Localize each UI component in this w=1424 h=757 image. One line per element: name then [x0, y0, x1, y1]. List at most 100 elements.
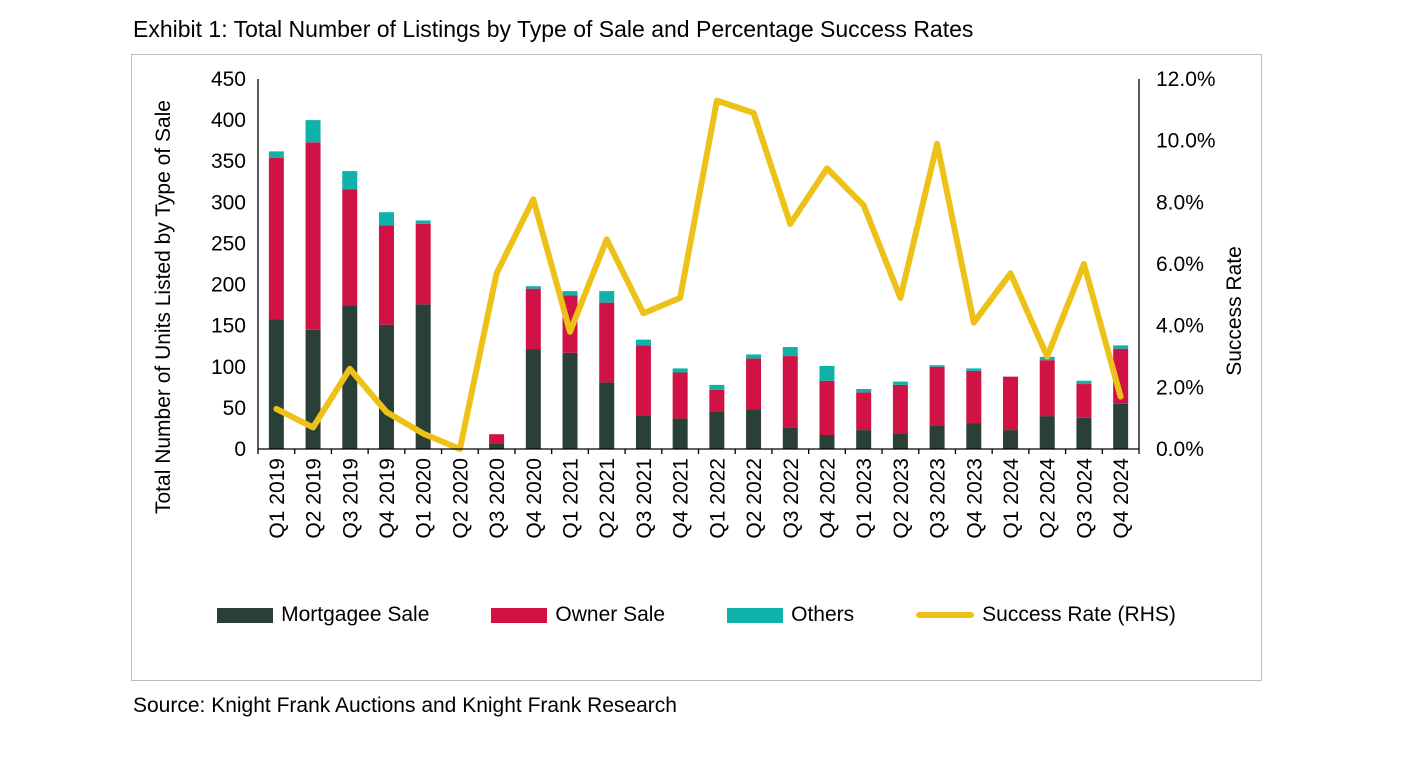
owner-sale-swatch: [491, 607, 548, 623]
bar-segment: [709, 384, 725, 390]
x-category-label: Q3 2022: [780, 458, 803, 539]
bar-segment: [378, 212, 394, 226]
source-note: Source: Knight Frank Auctions and Knight…: [133, 694, 677, 717]
bar-segment: [1113, 403, 1129, 449]
left-tick-label: 400: [211, 109, 246, 132]
bar-segment: [929, 425, 945, 449]
right-tick-label: 4.0%: [1156, 315, 1204, 338]
x-category-label: Q3 2020: [486, 458, 509, 539]
x-category-label: Q3 2024: [1073, 458, 1096, 539]
x-category-label: Q2 2022: [743, 458, 766, 539]
bar-segment: [1003, 376, 1019, 431]
x-category-label: Q2 2024: [1037, 458, 1060, 539]
bar-segment: [709, 411, 725, 449]
bar-segment: [892, 381, 908, 385]
x-category-label: Q1 2021: [560, 458, 583, 539]
bar-segment: [966, 370, 982, 424]
bar-segment: [489, 434, 505, 444]
legend-item-success-rate: Success Rate (RHS): [916, 603, 1176, 627]
bar-segment: [819, 365, 835, 381]
bar-segment: [782, 347, 798, 357]
bar-segment: [268, 151, 284, 158]
bar-segment: [1003, 430, 1019, 449]
bar-segment: [378, 225, 394, 325]
bar-segment: [746, 358, 762, 410]
bar-segment: [782, 427, 798, 449]
bar-segment: [268, 319, 284, 449]
left-tick-label: 0: [234, 438, 246, 461]
bar-segment: [966, 368, 982, 371]
bar-segment: [342, 189, 358, 306]
left-tick-label: 150: [211, 315, 246, 338]
x-category-label: Q4 2024: [1110, 458, 1133, 539]
chart-legend: Mortgagee Sale Owner Sale Others Success…: [132, 603, 1261, 627]
success-rate-line-swatch: [916, 612, 975, 618]
bar-segment: [305, 329, 321, 449]
x-category-label: Q2 2020: [449, 458, 472, 539]
bar-segment: [966, 423, 982, 449]
x-axis-labels: Q1 2019 Q2 2019 Q3 2019 Q4 2019 Q1 2020 Q2 20…: [266, 458, 1133, 539]
bar-segment: [599, 291, 615, 303]
right-tick-label: 6.0%: [1156, 253, 1204, 276]
left-axis-tick-labels: 0 50 100 150 200 250 300 350 400 450: [211, 68, 246, 461]
right-tick-label: 2.0%: [1156, 376, 1204, 399]
bar-segment: [525, 288, 541, 350]
bar-segment: [562, 291, 578, 296]
bar-segment: [268, 157, 284, 320]
bar-segment: [635, 345, 651, 416]
x-category-label: Q1 2022: [706, 458, 729, 539]
legend-label-owner-sale: Owner Sale: [555, 603, 666, 626]
left-tick-label: 350: [211, 150, 246, 173]
left-tick-label: 50: [223, 397, 246, 420]
x-category-label: Q2 2021: [596, 458, 619, 539]
bar-segment: [415, 220, 431, 224]
bar-segment: [672, 368, 688, 373]
x-category-label: Q2 2019: [303, 458, 326, 539]
right-axis-title: Success Rate: [1223, 246, 1246, 376]
x-category-label: Q3 2021: [633, 458, 656, 539]
bar-segment: [1076, 380, 1092, 385]
bar-segment: [635, 339, 651, 346]
x-category-label: Q1 2024: [1000, 458, 1023, 539]
bar-segment: [635, 415, 651, 449]
bar-segment: [746, 409, 762, 449]
bar-segment: [525, 286, 541, 289]
bar-segment: [856, 392, 872, 431]
left-tick-label: 450: [211, 68, 246, 91]
bar-segment: [305, 120, 321, 143]
left-tick-label: 300: [211, 191, 246, 214]
x-category-label: Q4 2023: [963, 458, 986, 539]
right-tick-label: 8.0%: [1156, 191, 1204, 214]
left-axis-title: Total Number of Units Listed by Type of …: [152, 100, 175, 514]
bar-segment: [1039, 416, 1055, 449]
bar-segment: [599, 382, 615, 449]
bar-segment: [599, 302, 615, 383]
bar-segment: [929, 366, 945, 426]
x-category-label: Q4 2021: [670, 458, 693, 539]
bar-segment: [1039, 360, 1055, 417]
right-axis-tick-labels: 0.0% 2.0% 4.0% 6.0% 8.0% 10.0% 12.0%: [1156, 68, 1216, 461]
x-category-label: Q3 2023: [927, 458, 950, 539]
bar-segment: [929, 365, 945, 367]
legend-item-others: Others: [727, 603, 854, 627]
legend-label-others: Others: [791, 603, 855, 626]
legend-item-owner-sale: Owner Sale: [491, 603, 665, 627]
bar-segment: [562, 352, 578, 449]
bar-segment: [415, 223, 431, 305]
left-tick-label: 200: [211, 274, 246, 297]
others-swatch: [727, 607, 784, 623]
x-category-label: Q3 2019: [339, 458, 362, 539]
x-category-label: Q2 2023: [890, 458, 913, 539]
x-category-label: Q4 2020: [523, 458, 546, 539]
bar-segment: [342, 171, 358, 190]
bar-segment: [1076, 417, 1092, 449]
legend-label-mortgagee-sale: Mortgagee Sale: [281, 603, 430, 626]
axes: [257, 79, 1140, 454]
bar-segment: [782, 356, 798, 428]
success-rate-line: [273, 97, 1124, 452]
chart-title: Exhibit 1: Total Number of Listings by T…: [133, 16, 974, 42]
bar-segment: [819, 380, 835, 436]
bar-segment: [709, 389, 725, 412]
bars-others: [268, 120, 1129, 393]
